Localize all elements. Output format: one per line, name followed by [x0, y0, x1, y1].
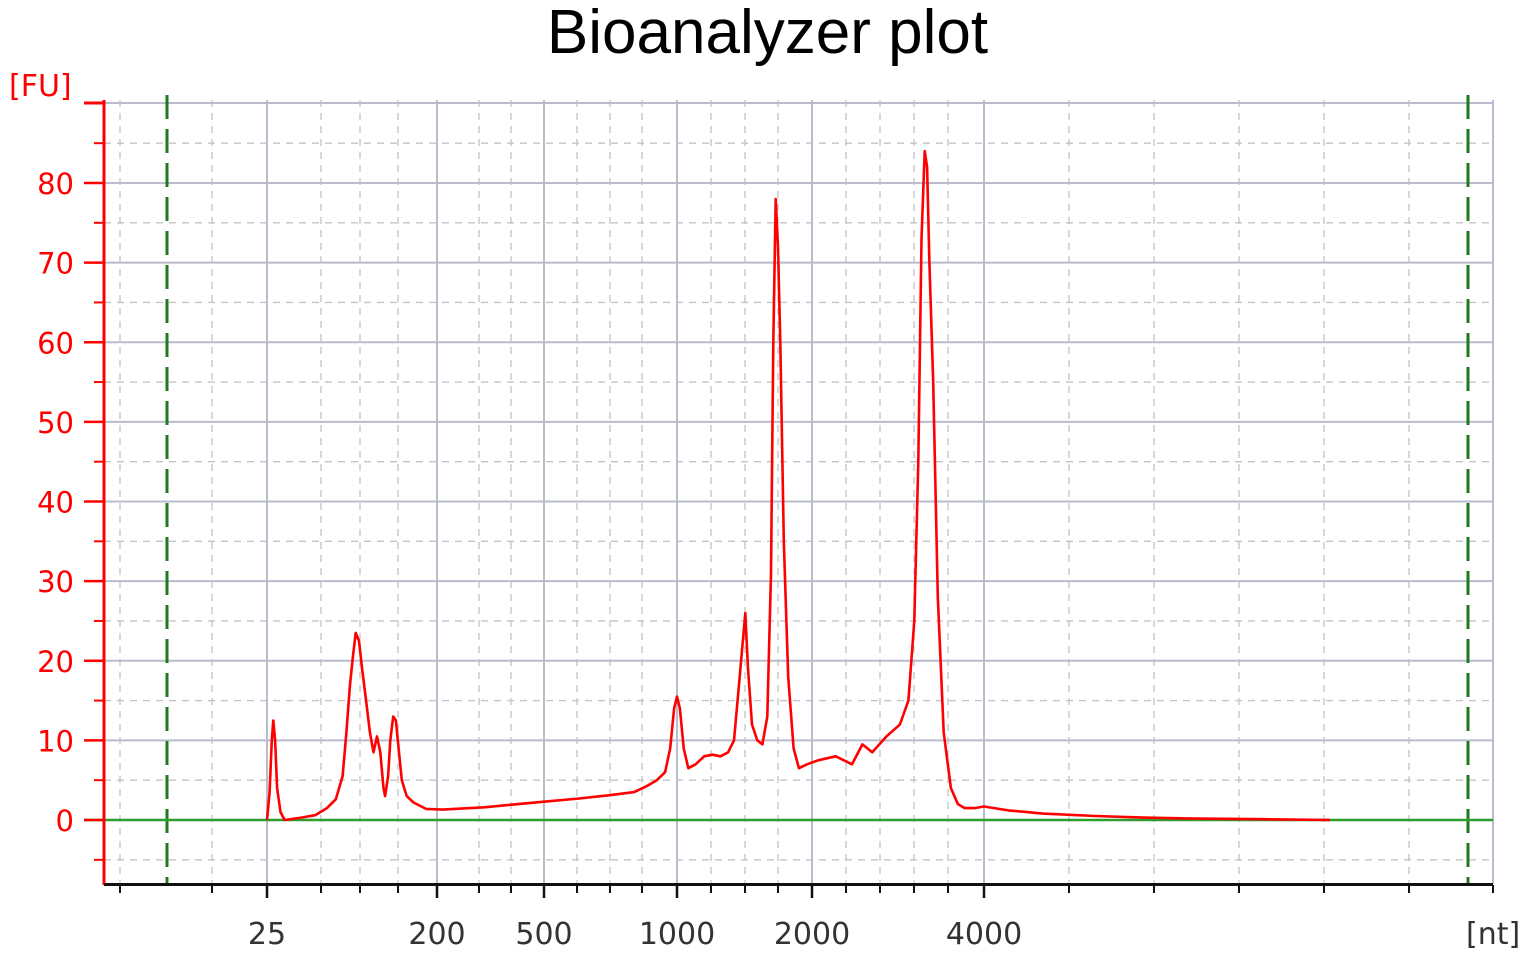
x-tick-label: 500	[515, 917, 572, 952]
y-tick-label: 70	[37, 247, 74, 281]
y-axis-label: [FU]	[9, 69, 72, 104]
y-tick-label: 40	[37, 486, 74, 520]
y-tick-label: 30	[37, 565, 74, 599]
x-tick-label: 2000	[774, 917, 850, 952]
x-tick-label: 200	[408, 917, 465, 952]
y-tick-label: 0	[56, 804, 74, 838]
y-tick-label: 10	[37, 724, 74, 758]
y-tick-label: 50	[37, 406, 74, 440]
chart-title: Bioanalyzer plot	[546, 0, 989, 67]
x-tick-label: 25	[248, 917, 286, 952]
y-tick-label: 80	[37, 167, 74, 201]
x-tick-label: 1000	[639, 917, 715, 952]
x-axis-ticks: 25 200 500 1000 2000 4000	[119, 885, 1494, 952]
y-tick-label: 60	[37, 326, 74, 360]
electropherogram-trace	[265, 149, 1331, 822]
x-tick-label: 4000	[946, 917, 1022, 952]
x-axis-label: [nt]	[1466, 917, 1520, 952]
y-tick-label: 20	[37, 645, 74, 679]
y-axis-ticks: 0 10 20 30 40 50 60 70 80	[37, 142, 104, 861]
